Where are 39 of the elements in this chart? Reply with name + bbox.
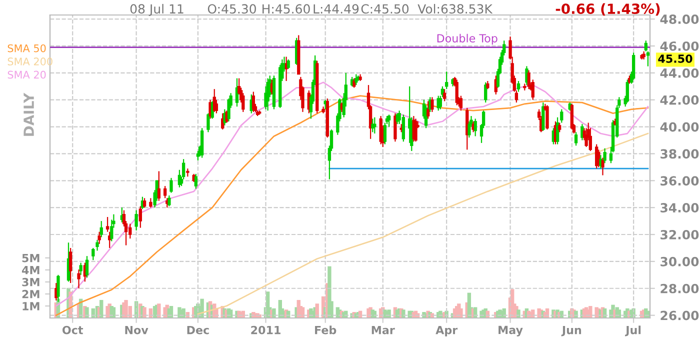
y2-tick-label: 1M	[22, 302, 40, 310]
y-tick-label: 48.00	[660, 14, 699, 24]
y-tick-label: 40.00	[660, 122, 699, 132]
y2-tick-label: 5M	[22, 254, 40, 262]
x-tick-label: Oct	[62, 326, 84, 334]
text: SMA 20	[8, 70, 46, 79]
text: O:45.30	[208, 4, 256, 14]
y-tick-label: 38.00	[660, 149, 699, 159]
x-tick-label: Jul	[625, 326, 641, 336]
text: Vol:638.53K	[418, 4, 493, 14]
y-tick-label: 46.00	[660, 41, 699, 51]
text: H:45.60	[262, 4, 310, 14]
x-tick-label: May	[498, 326, 523, 336]
text: SMA 50	[8, 44, 46, 52]
y2-tick-label: 2M	[22, 290, 40, 298]
annotation: 08 Jul 11	[130, 4, 184, 16]
y2-tick-label: 4M	[22, 266, 40, 274]
annotation: 45.50	[658, 54, 692, 63]
x-tick-label: Mar	[372, 326, 395, 334]
x-tick-label: Dec	[187, 326, 209, 334]
x-tick-label: 2011	[251, 326, 280, 334]
x-tick-label: Feb	[315, 326, 336, 334]
y-tick-label: 42.00	[660, 95, 699, 105]
y-tick-label: 36.00	[660, 176, 699, 186]
y2-tick-label: 3M	[22, 278, 40, 286]
x-tick-label: Nov	[125, 326, 148, 334]
text: C:45.50	[361, 4, 409, 14]
x-tick-label: Apr	[436, 326, 458, 336]
text: L:44.49	[314, 4, 359, 14]
x-tick-label: Jun	[561, 326, 582, 336]
y-tick-label: 26.00	[660, 310, 699, 320]
y-tick-label: 28.00	[660, 284, 699, 294]
annotation: -0.66 (1.43%)	[556, 3, 660, 16]
y-tick-label: 30.00	[660, 256, 699, 266]
y-tick-label: 34.00	[660, 203, 699, 212]
y-tick-label: 32.00	[660, 230, 699, 240]
annotation: Double Top	[437, 34, 498, 45]
text: DAILY	[24, 92, 34, 136]
y-tick-label: 44.00	[660, 68, 699, 78]
